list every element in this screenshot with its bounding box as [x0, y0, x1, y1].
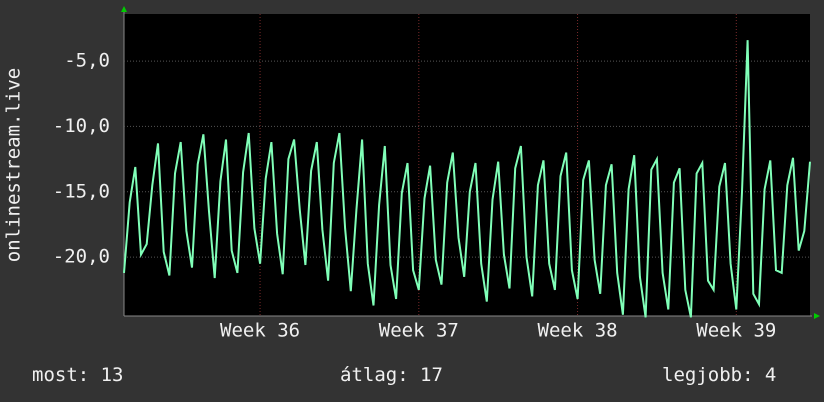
y-tick-label: -15,0	[53, 180, 110, 202]
y-tick-label: -20,0	[53, 246, 110, 268]
data-line	[123, 40, 811, 318]
stat: most: 13	[32, 364, 123, 386]
stat-label: átlag:	[340, 364, 409, 386]
x-tick-label: Week 39	[696, 320, 776, 342]
y-tick-label: -5,0	[64, 50, 110, 72]
stat-label: legjobb:	[662, 364, 754, 386]
x-axis-arrow	[814, 313, 820, 319]
x-tick-label: Week 38	[538, 320, 618, 342]
stat: legjobb: 4	[662, 364, 776, 386]
y-axis-arrow	[121, 6, 127, 12]
stat-value: 4	[765, 364, 776, 386]
x-tick-label: Week 36	[220, 320, 300, 342]
stat: átlag: 17	[340, 364, 443, 386]
y-axis-label: onlinestream.live	[3, 68, 25, 262]
stat-value: 13	[101, 364, 124, 386]
y-tick-label: -10,0	[53, 115, 110, 137]
stat-value: 17	[420, 364, 443, 386]
x-tick-label: Week 37	[379, 320, 459, 342]
stat-label: most:	[32, 364, 89, 386]
